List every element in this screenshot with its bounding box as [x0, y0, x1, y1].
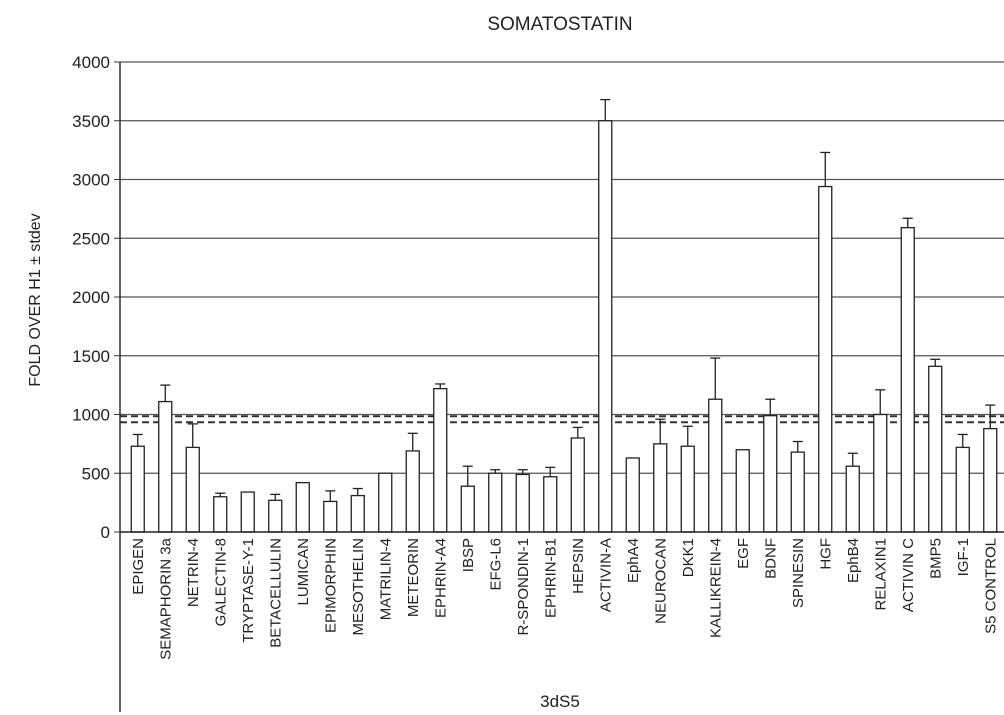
bar	[516, 474, 529, 532]
y-tick-label: 4000	[72, 53, 110, 72]
x-tick-label: GALECTIN-8	[212, 538, 229, 626]
x-tick-label: IGF-1	[955, 538, 972, 576]
x-tick-label: EGF	[735, 538, 752, 569]
bar	[764, 416, 777, 532]
x-tick-label: SEMAPHORIN 3a	[157, 537, 174, 659]
x-tick-label: EphA4	[625, 538, 642, 583]
bar	[681, 446, 694, 532]
x-tick-label: MESOTHELIN	[350, 538, 367, 636]
x-tick-label: TRYPTASE-Y-1	[240, 538, 257, 643]
y-tick-label: 1500	[72, 347, 110, 366]
bar	[654, 444, 667, 532]
bar	[791, 452, 804, 532]
x-tick-label: EFG-L6	[487, 538, 504, 591]
bar	[324, 501, 337, 532]
x-tick-label: EPIGEN	[130, 538, 147, 595]
x-tick-label: BETACELLULIN	[267, 538, 284, 648]
bar	[159, 402, 172, 532]
gridlines	[120, 62, 1004, 473]
bar	[186, 447, 199, 532]
x-tick-label: R-SPONDIN-1	[515, 538, 532, 636]
bar	[379, 473, 392, 532]
bar	[489, 473, 502, 532]
x-tick-label: SPINESIN	[790, 538, 807, 608]
x-tick-labels: EPIGEN SEMAPHORIN 3a NETRIN-4 GALECTIN-8 TRY…	[130, 537, 1000, 659]
bar	[434, 389, 447, 532]
bar	[351, 496, 364, 532]
bar	[599, 121, 612, 532]
x-tick-label: ACTIVIN C	[900, 538, 917, 612]
bar	[626, 458, 639, 532]
x-tick-label: EPIMORPHIN	[322, 538, 339, 633]
bar	[241, 492, 254, 532]
y-tick-label: 3500	[72, 112, 110, 131]
bar	[461, 486, 474, 532]
x-tick-label: HGF	[817, 538, 834, 570]
bar	[571, 438, 584, 532]
x-tick-label: HEPSIN	[570, 538, 587, 594]
reference-line	[120, 416, 1004, 422]
bar	[956, 447, 969, 532]
bar	[544, 477, 557, 532]
bar	[736, 450, 749, 532]
x-tick-label: S5 CONTROL	[982, 538, 999, 634]
x-tick-label: DKK1	[680, 538, 697, 577]
x-tick-label: ACTIVIN-A	[597, 538, 614, 612]
x-axis-label: 3dS5	[540, 692, 580, 711]
bars	[131, 100, 997, 532]
bar	[131, 446, 144, 532]
bar	[984, 429, 997, 532]
bar	[269, 500, 282, 532]
x-tick-label: EPHRIN-B1	[542, 538, 559, 618]
x-tick-label: METEORIN	[405, 538, 422, 617]
bar	[296, 483, 309, 532]
x-tick-label: BDNF	[762, 538, 779, 579]
bar	[819, 187, 832, 532]
y-tick-label: 3000	[72, 171, 110, 190]
x-tick-label: NETRIN-4	[185, 538, 202, 607]
y-tick-label: 500	[82, 464, 110, 483]
x-tick-label: LUMICAN	[295, 538, 312, 606]
x-tick-label: EPHRIN-A4	[432, 538, 449, 618]
x-tick-label: EphB4	[845, 538, 862, 583]
x-tick-label: BMP5	[927, 538, 944, 579]
x-tick-label: KALLIKREIN-4	[707, 538, 724, 638]
chart-title: SOMATOSTATIN	[487, 14, 632, 35]
bar	[214, 497, 227, 532]
bar	[846, 466, 859, 532]
y-tick-labels: 0 500 1000 1500 2000 2500 3000 3500 4000	[72, 53, 120, 542]
bar	[709, 399, 722, 532]
bar	[874, 415, 887, 533]
bar	[406, 451, 419, 532]
y-tick-label: 2500	[72, 229, 110, 248]
y-tick-label: 0	[101, 523, 110, 542]
y-tick-label: 2000	[72, 288, 110, 307]
bar	[929, 366, 942, 532]
x-tick-label: RELAXIN1	[872, 538, 889, 611]
bar	[901, 228, 914, 532]
y-axis-label: FOLD OVER H1 ± stdev	[27, 213, 44, 386]
x-tick-label: MATRILIN-4	[377, 538, 394, 620]
x-tick-label: NEUROCAN	[652, 538, 669, 624]
y-tick-label: 1000	[72, 406, 110, 425]
x-tick-label: IBSP	[460, 538, 477, 572]
